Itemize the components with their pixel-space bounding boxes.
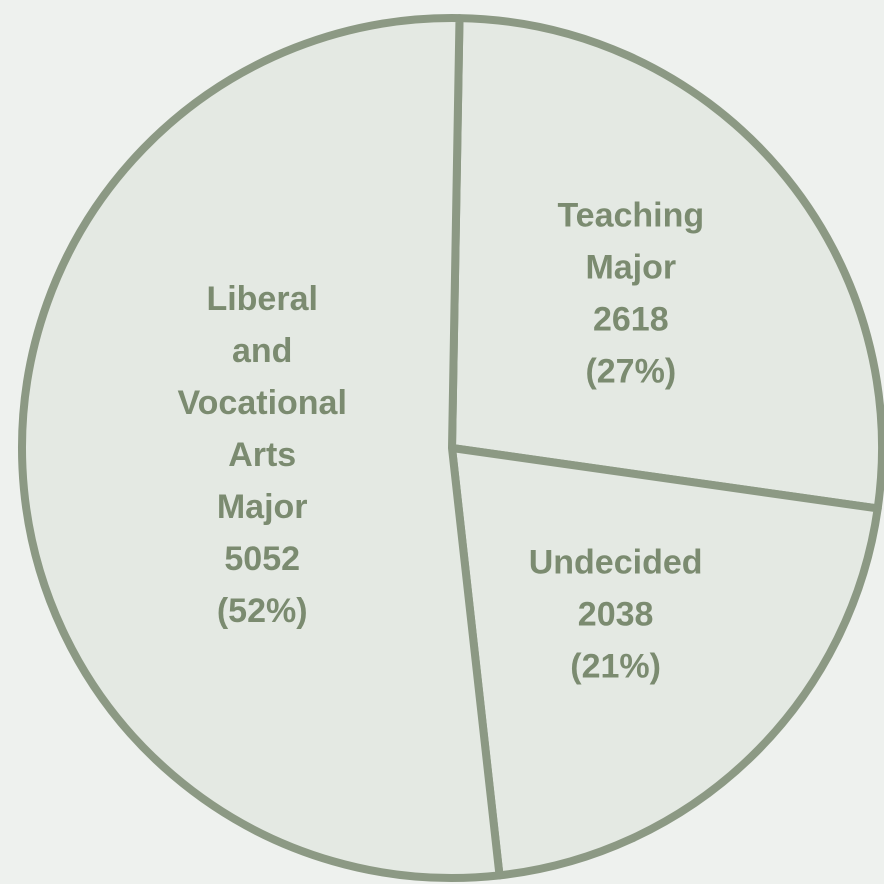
slice-label: Undecided [529, 544, 703, 582]
value-label: 5052 [224, 540, 300, 578]
value-label: 2618 [593, 300, 669, 338]
slice-label: Teaching [557, 196, 704, 234]
value-label: 2038 [578, 596, 654, 634]
slice-label: Vocational [178, 384, 347, 422]
slice-label: Arts [228, 436, 296, 474]
slice-label: Liberal [206, 280, 317, 318]
slice-label: Major [217, 488, 308, 526]
pie-slice [448, 14, 884, 513]
slice-label: and [232, 332, 292, 370]
pie-slice [18, 14, 504, 882]
percent-label: (21%) [570, 648, 661, 686]
pie-slice [448, 444, 882, 880]
slice-label: Major [585, 248, 676, 286]
percent-label: (52%) [217, 592, 308, 630]
percent-label: (27%) [585, 352, 676, 390]
